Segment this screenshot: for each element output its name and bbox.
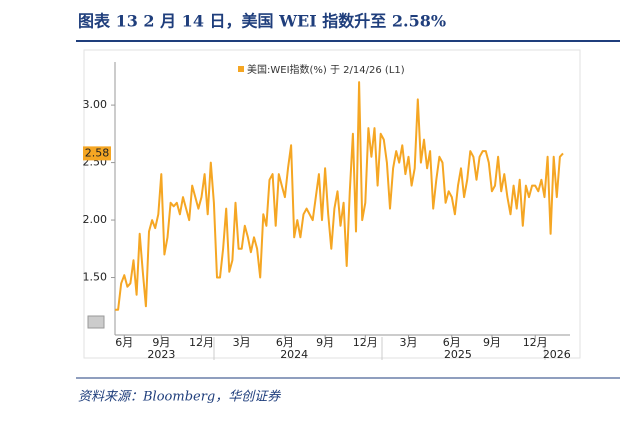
y-tick-label: 3.00 [83,98,108,111]
x-tick-label: 9月 [316,336,334,349]
x-tick-label: 9月 [483,336,501,349]
x-tick-label: 3月 [400,336,418,349]
legend-swatch [238,66,244,72]
y-tick-label: 1.50 [83,271,108,284]
x-tick-label: 12月 [523,336,548,349]
x-tick-label: 6月 [443,336,461,349]
last-value-label: 2.58 [85,146,110,159]
zoom-icon [87,315,105,329]
title: 图表 13 2 月 14 日，美国 WEI 指数升至 2.58% [78,12,446,31]
year-label: 2025 [444,348,472,361]
year-label: 2024 [280,348,308,361]
x-tick-label: 3月 [233,336,251,349]
chart-frame [83,49,581,359]
x-tick-label: 12月 [189,336,214,349]
last-value-tag [83,146,111,161]
y-tick-label: 2.00 [83,213,108,226]
legend-label: 美国:WEI指数(%) 于 2/14/26 (L1) [247,63,405,76]
data-line [115,81,564,311]
x-tick-label: 6月 [115,336,133,349]
x-tick-label: 9月 [152,336,170,349]
year-label: 2023 [147,348,175,361]
source: 资料来源：Bloomberg，华创证券 [78,390,281,405]
year-label: 2026 [543,348,571,361]
x-tick-label: 12月 [353,336,378,349]
x-tick-label: 6月 [276,336,294,349]
